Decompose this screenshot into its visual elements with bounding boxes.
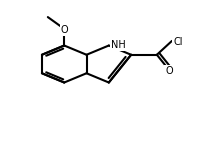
Text: NH: NH	[111, 40, 126, 50]
Text: O: O	[165, 66, 173, 76]
Text: O: O	[60, 25, 68, 35]
Text: Cl: Cl	[173, 37, 183, 47]
